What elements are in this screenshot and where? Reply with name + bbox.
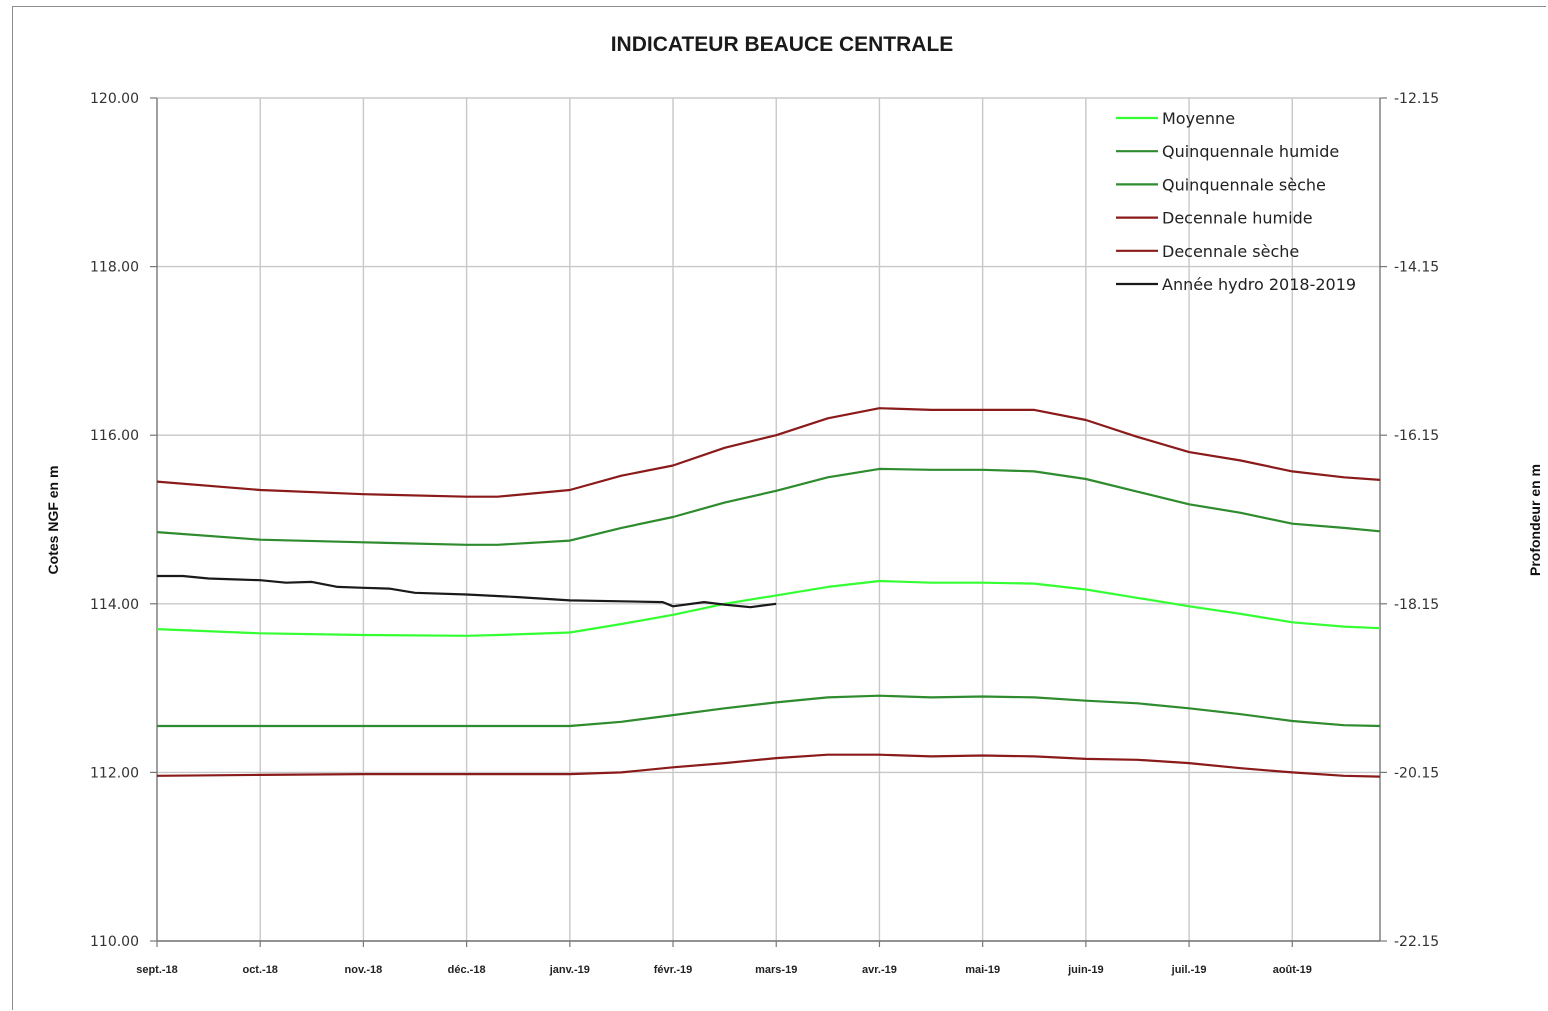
y2-tick-label: -22.15 (1394, 934, 1439, 950)
y-tick-label: 116.00 (90, 428, 139, 444)
y-axis-label: Cotes NGF en m (45, 466, 61, 575)
x-tick-label: mars-19 (755, 964, 797, 976)
series-lines (156, 407, 1381, 778)
y-tick-label: 114.00 (90, 597, 139, 613)
legend-label: Année hydro 2018-2019 (1162, 275, 1356, 294)
legend-label: Quinquennale sèche (1162, 175, 1326, 194)
chart-title: INDICATEUR BEAUCE CENTRALE (611, 33, 954, 56)
legend-label: Moyenne (1162, 109, 1235, 128)
series-line-5 (157, 574, 777, 609)
y-tick-label: 112.00 (90, 765, 139, 781)
legend-label: Decennale sèche (1162, 242, 1299, 261)
y2-tick-label: -14.15 (1394, 260, 1439, 276)
axes (156, 98, 1381, 942)
gridlines (157, 97, 1380, 942)
y2-axis-ticks: -22.15 -20.15 -18.15 -16.15 -14.15 -12.15 (1380, 91, 1439, 950)
y2-tick-label: -20.15 (1394, 765, 1439, 781)
series-line-3 (156, 407, 1381, 498)
series-line-1 (156, 467, 1381, 546)
x-axis-ticks: sept.-18 oct.-18 nov.-18 déc.-18 janv.-19 fév… (136, 941, 1312, 976)
legend-label: Decennale humide (1162, 209, 1313, 228)
y-axis-ticks: 110.00 112.00 114.00 116.00 118.00 120.00 (90, 91, 157, 950)
x-tick-label: avr.-19 (862, 964, 897, 976)
series-line-4 (156, 753, 1381, 778)
y2-axis-label: Profondeur en m (1527, 464, 1543, 576)
x-tick-label: juin-19 (1067, 964, 1103, 976)
x-tick-label: nov.-18 (345, 964, 383, 976)
x-tick-label: mai-19 (965, 964, 1000, 976)
y-tick-label: 118.00 (90, 260, 139, 276)
y2-tick-label: -16.15 (1394, 428, 1439, 444)
x-tick-label: janv.-19 (549, 964, 590, 976)
y2-tick-label: -18.15 (1394, 597, 1439, 613)
y2-tick-label: -12.15 (1394, 91, 1439, 107)
series-line-0 (156, 579, 1381, 637)
y-tick-label: 120.00 (90, 91, 139, 107)
x-tick-label: oct.-18 (242, 964, 277, 976)
x-tick-label: févr.-19 (654, 964, 693, 976)
y-tick-label: 110.00 (90, 934, 139, 950)
legend-label: Quinquennale humide (1162, 142, 1339, 161)
x-tick-label: sept.-18 (136, 964, 178, 976)
series-line-2 (157, 694, 1381, 728)
x-tick-label: août-19 (1273, 964, 1312, 976)
legend: Moyenne Quinquennale humide Quinquennale s… (1116, 109, 1356, 294)
x-tick-label: déc.-18 (448, 964, 486, 976)
x-tick-label: juil.-19 (1171, 964, 1207, 976)
chart-frame (12, 6, 1546, 1010)
